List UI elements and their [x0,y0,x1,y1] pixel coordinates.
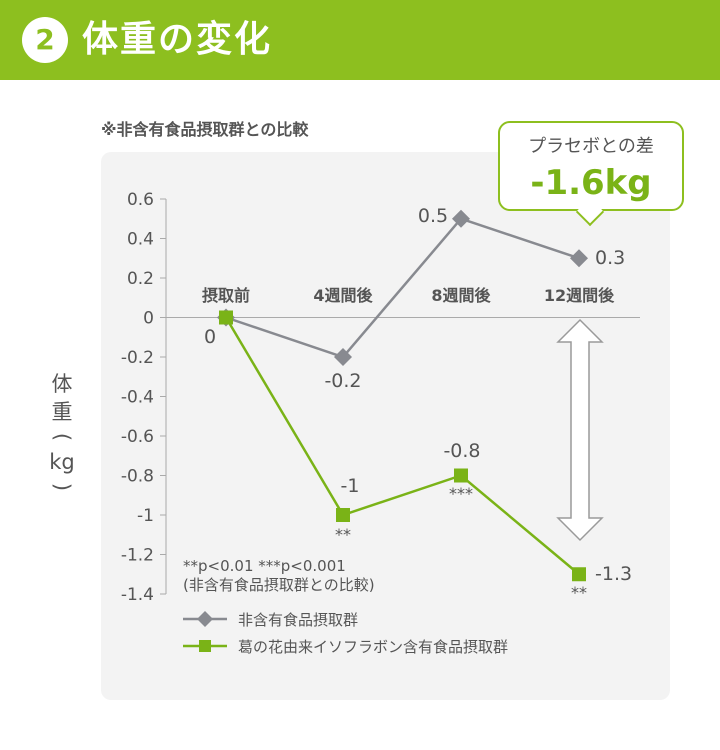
callout-value: -1.6kg [530,163,652,203]
data-label: 0.5 [418,205,448,227]
data-label: -0.2 [324,370,361,392]
y-tick-label: -1.2 [121,546,154,566]
section-title: 体重の変化 [82,19,273,60]
y-tick-label: 0.4 [127,230,154,250]
difference-arrow [556,318,604,542]
x-tick-label: 12週間後 [544,286,615,305]
step-number-badge: 2 [22,17,68,63]
y-tick-label: 0.2 [127,269,154,289]
data-point-diamond [452,209,470,228]
comparison-note: ※非含有食品摂取群との比較 [101,120,309,139]
data-point-square [454,468,468,483]
data-label: -1 [341,475,360,497]
significance-mark: *** [449,484,473,503]
data-point-square [336,508,350,522]
x-tick-label: 8週間後 [431,286,491,305]
data-point-square [219,310,233,325]
y-axis-label-char: kg [49,450,75,474]
series-line [224,316,580,576]
legend-label: 葛の花由来イソフラボン含有食品摂取群 [238,638,508,656]
data-label: 0.3 [595,247,625,269]
section-header: 2 体重の変化 [0,0,720,80]
y-tick-label: 0 [143,309,154,329]
y-tick-label: -1.4 [121,585,154,605]
data-point-square [572,567,586,582]
y-tick-label: -1 [137,506,154,526]
legend-square-marker [199,640,211,652]
data-point-diamond [334,348,352,366]
data-point-diamond [570,249,588,268]
significance-note-line2: (非含有食品摂取群との比較) [183,576,375,594]
data-label: 0 [204,326,216,348]
x-tick-label: 摂取前 [202,286,250,305]
difference-callout: プラセボとの差 -1.6kg [498,121,684,211]
y-tick-label: -0.8 [121,467,154,487]
series-line [225,217,580,359]
legend-diamond-marker [197,611,213,627]
y-tick-label: -0.4 [121,388,154,408]
y-axis-label-char: 体 [51,372,73,396]
data-label: -1.3 [595,563,632,585]
y-tick-label: -0.2 [121,348,154,368]
legend-label: 非含有食品摂取群 [238,611,358,629]
callout-label: プラセボとの差 [528,136,654,157]
x-tick-label: 4週間後 [313,286,373,305]
significance-note: **p<0.01 ***p<0.001 (非含有食品摂取群との比較) [183,557,375,595]
y-axis-label-char: 重 [51,400,73,424]
significance-mark: ** [571,583,587,602]
significance-note-line1: **p<0.01 ***p<0.001 [183,557,346,575]
y-axis-label: 体 重 ( kg ) [42,370,82,498]
y-tick-label: -0.6 [121,427,154,447]
significance-mark: ** [335,525,351,544]
y-tick-label: 0.6 [127,190,154,210]
data-label: -0.8 [443,440,480,462]
